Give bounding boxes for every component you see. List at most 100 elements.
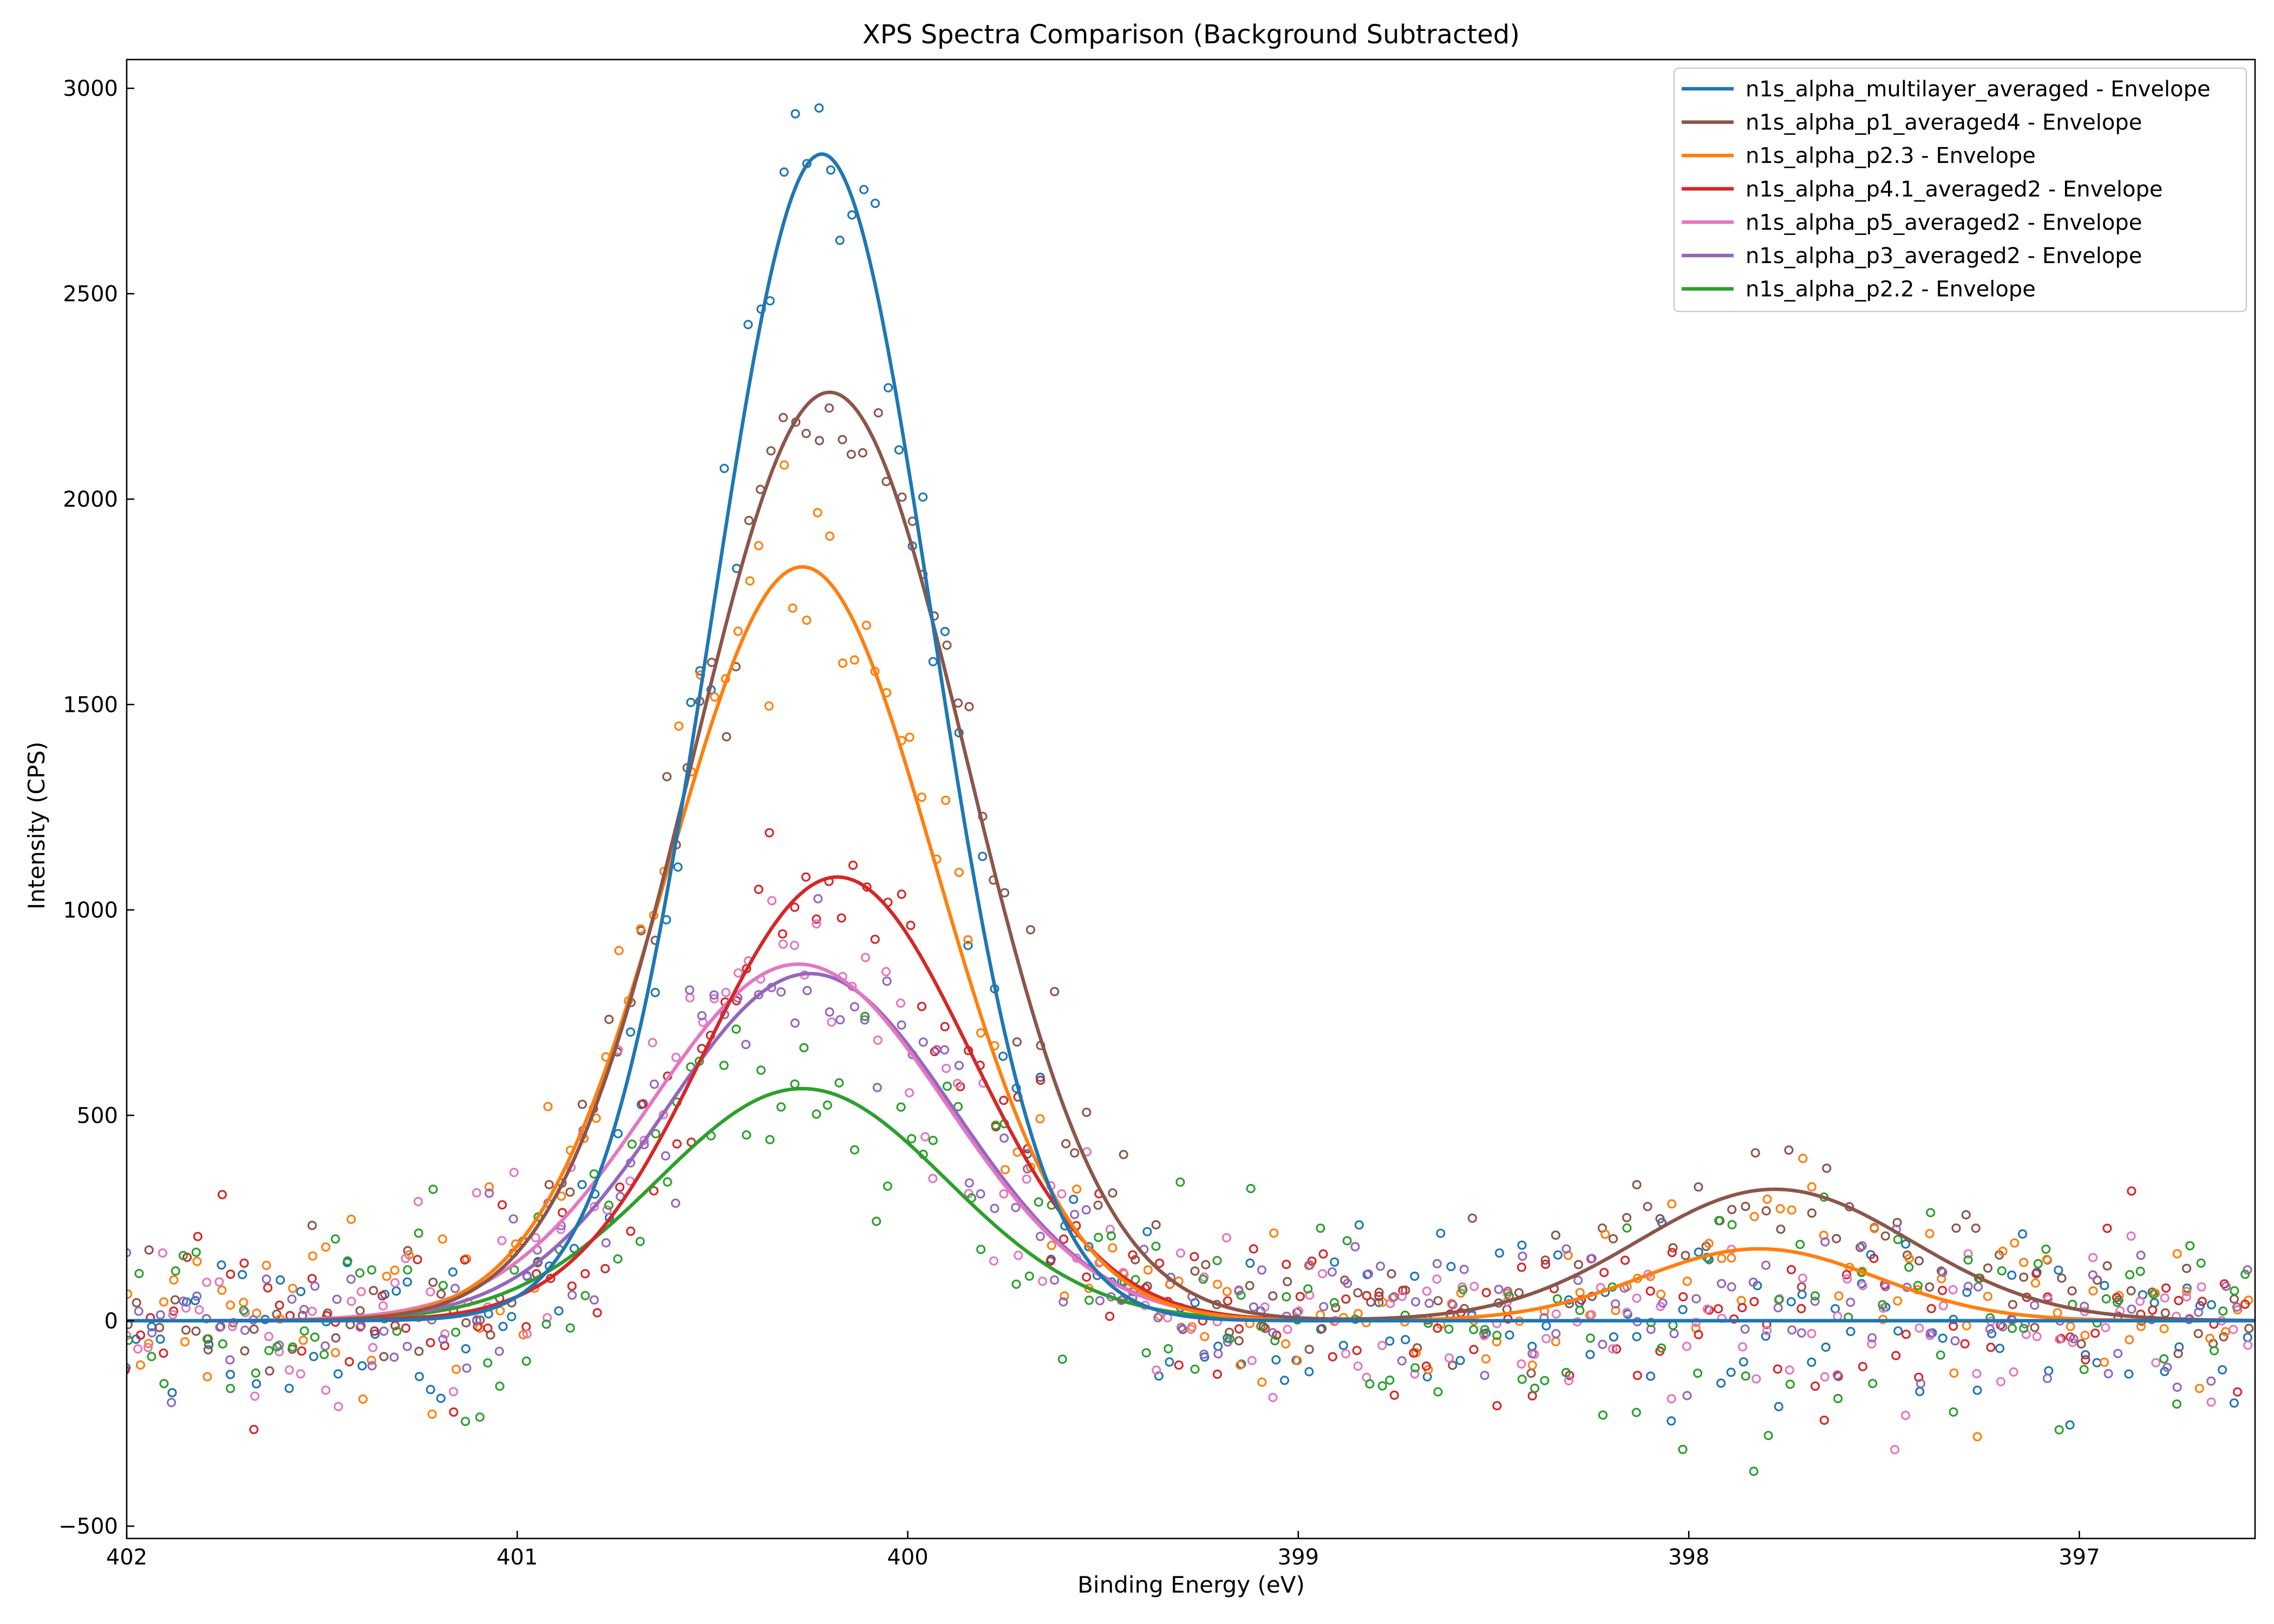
data-point	[1341, 1294, 1351, 1304]
data-point	[1668, 1243, 1678, 1253]
data-point	[673, 862, 683, 872]
data-point	[754, 990, 763, 1000]
data-point	[1983, 1263, 1993, 1273]
data-point	[357, 1361, 367, 1371]
data-point	[1024, 1271, 1034, 1281]
data-point	[155, 1310, 165, 1320]
data-point	[1108, 1188, 1118, 1198]
data-point	[299, 1326, 309, 1336]
data-point	[589, 1295, 599, 1305]
data-point	[917, 1001, 927, 1011]
data-point	[239, 1306, 249, 1315]
data-point	[649, 1186, 659, 1196]
data-point	[1432, 1274, 1442, 1284]
data-point	[1763, 1431, 1773, 1440]
data-point	[1304, 1367, 1314, 1377]
data-point	[1608, 1344, 1618, 1354]
data-point	[343, 1256, 352, 1266]
data-point	[998, 1051, 1008, 1061]
data-point	[897, 889, 906, 899]
data-point	[1057, 1354, 1067, 1364]
data-point	[522, 1272, 532, 1282]
data-point	[194, 1305, 204, 1315]
data-point	[1363, 1269, 1373, 1279]
data-point	[264, 1332, 273, 1341]
data-point	[1880, 1282, 1890, 1292]
x-tick-label: 400	[887, 1545, 928, 1570]
data-point	[1494, 1248, 1505, 1258]
data-point	[522, 1329, 532, 1339]
data-point	[745, 576, 755, 586]
data-point	[1693, 1368, 1703, 1378]
data-point	[1741, 1371, 1750, 1381]
data-point	[331, 1333, 341, 1343]
data-point	[861, 620, 871, 630]
data-point	[2244, 1324, 2254, 1333]
data-point	[191, 1247, 201, 1257]
data-point	[1608, 1234, 1618, 1243]
data-point	[1025, 925, 1036, 935]
data-point	[204, 1340, 214, 1350]
data-point	[556, 1224, 566, 1234]
data-point	[127, 1365, 130, 1375]
data-point	[2065, 1420, 2075, 1430]
data-point	[1517, 1374, 1527, 1384]
data-point	[2209, 1346, 2219, 1355]
data-point	[1997, 1266, 2007, 1276]
data-point	[1798, 1273, 1808, 1283]
data-point	[344, 1357, 354, 1367]
data-point	[697, 1011, 707, 1020]
data-point	[1913, 1281, 1923, 1291]
data-point	[802, 615, 812, 625]
data-point	[159, 1348, 168, 1358]
data-point	[240, 1325, 250, 1335]
data-point	[1798, 1154, 1808, 1163]
data-point	[1749, 1212, 1759, 1221]
data-point	[379, 1352, 389, 1361]
data-point	[2135, 1266, 2145, 1276]
data-point	[860, 953, 871, 962]
data-point	[1385, 1336, 1395, 1346]
data-point	[1807, 1328, 1816, 1339]
data-point	[733, 968, 743, 978]
data-point	[355, 1268, 365, 1278]
data-point	[1761, 1331, 1770, 1341]
data-point	[309, 1352, 319, 1361]
data-point	[449, 1407, 459, 1417]
data-point	[835, 235, 845, 245]
data-point	[1424, 1299, 1434, 1308]
data-point	[1458, 1285, 1468, 1295]
data-point	[1682, 1341, 1691, 1351]
data-point	[953, 1102, 963, 1111]
data-point	[2182, 1263, 2192, 1273]
data-point	[382, 1272, 391, 1281]
data-point	[2218, 1365, 2227, 1374]
data-point	[355, 1322, 365, 1332]
data-point	[1152, 1365, 1161, 1375]
data-point	[203, 1345, 213, 1354]
data-point	[917, 792, 927, 802]
data-point	[240, 1346, 250, 1355]
data-point	[1667, 1248, 1677, 1258]
data-point	[202, 1372, 212, 1381]
data-point	[615, 1182, 625, 1192]
data-point	[368, 1343, 378, 1352]
data-point	[1632, 1180, 1642, 1190]
data-point	[580, 1291, 590, 1300]
data-point	[1153, 1313, 1163, 1322]
data-point	[1727, 1282, 1736, 1292]
data-point	[635, 1236, 645, 1246]
data-point	[1213, 1279, 1223, 1289]
data-point	[193, 1232, 202, 1241]
data-point	[2007, 1271, 2017, 1280]
data-point	[577, 1099, 587, 1109]
data-point	[2161, 1283, 2171, 1293]
data-point	[764, 828, 774, 837]
data-point	[155, 1322, 165, 1332]
data-point	[171, 1266, 180, 1276]
data-point	[2159, 1324, 2169, 1333]
data-point	[1834, 1291, 1844, 1301]
data-point	[764, 701, 774, 711]
data-point	[2136, 1321, 2146, 1331]
